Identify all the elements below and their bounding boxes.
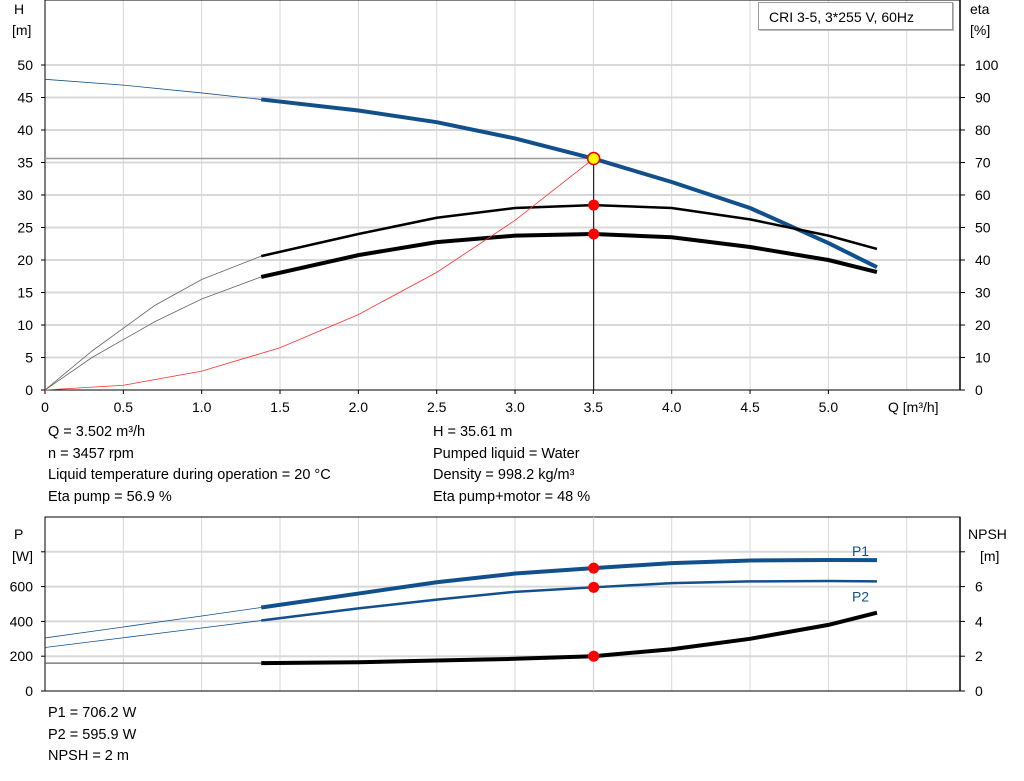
y2-tick-label: 50 xyxy=(975,220,991,236)
x-axis-label: Q [m³/h] xyxy=(888,399,939,415)
y-tick-label: 0 xyxy=(25,382,33,398)
y-axis-name: H xyxy=(14,1,24,17)
y-tick-label: 0 xyxy=(25,683,33,699)
eta-total-duty-marker xyxy=(588,228,600,240)
h-curve-extended xyxy=(44,78,262,100)
info-p2: P2 = 595.9 W xyxy=(48,726,137,743)
y2-tick-label: 10 xyxy=(975,350,991,366)
x-tick-label: 1.5 xyxy=(270,399,290,415)
y-tick-label: 400 xyxy=(10,613,34,629)
y-tick-label: 35 xyxy=(17,155,33,171)
p2-duty-marker xyxy=(588,581,600,593)
npsh-duty-marker xyxy=(588,650,600,662)
chart-title-box: CRI 3-5, 3*255 V, 60Hz xyxy=(758,2,953,30)
y2-tick-label: 90 xyxy=(975,90,991,106)
y2-tick-label: 100 xyxy=(975,57,999,73)
x-tick-label: 2.0 xyxy=(349,399,369,415)
y2-tick-label: 0 xyxy=(975,683,983,699)
y-tick-label: 20 xyxy=(17,252,33,268)
info-left: Q = 3.502 m³/h n = 3457 rpm Liquid tempe… xyxy=(48,422,331,508)
y2-tick-label: 4 xyxy=(975,613,983,629)
y2-tick-label: 6 xyxy=(975,579,983,595)
x-tick-label: 1.0 xyxy=(192,399,212,415)
info-n: n = 3457 rpm xyxy=(48,445,134,462)
x-tick-label: 0.5 xyxy=(114,399,134,415)
x-tick-label: 0 xyxy=(41,399,49,415)
y2-axis-unit: [%] xyxy=(970,22,990,38)
y2-tick-label: 20 xyxy=(975,317,991,333)
info-h: H = 35.61 m xyxy=(433,424,513,440)
info-npsh: NPSH = 2 m xyxy=(48,748,129,764)
y-tick-label: 200 xyxy=(10,648,34,664)
p1-curve-extended xyxy=(44,607,262,639)
info-liquid: Pumped liquid = Water xyxy=(433,445,580,462)
y2-axis-name: NPSH xyxy=(968,526,1007,542)
x-tick-label: 3.5 xyxy=(584,399,604,415)
p1-series-label: P1 xyxy=(852,543,869,559)
y-tick-label: 600 xyxy=(10,579,34,595)
y-axis-unit: [W] xyxy=(12,548,33,564)
info-density: Density = 998.2 kg/m³ xyxy=(433,467,575,483)
p2-curve-extended xyxy=(44,620,262,648)
y2-tick-label: 80 xyxy=(975,122,991,138)
y2-tick-label: 2 xyxy=(975,648,983,664)
y-tick-label: 10 xyxy=(17,317,33,333)
x-tick-label: 5.0 xyxy=(819,399,839,415)
x-tick-label: 4.0 xyxy=(662,399,682,415)
x-tick-label: 3.0 xyxy=(505,399,525,415)
y2-tick-label: 30 xyxy=(975,285,991,301)
x-tick-label: 4.5 xyxy=(740,399,760,415)
y2-tick-label: 0 xyxy=(975,382,983,398)
y-tick-label: 50 xyxy=(17,57,33,73)
y-tick-label: 25 xyxy=(17,220,33,236)
y2-axis-name: eta xyxy=(970,1,990,17)
y2-tick-label: 40 xyxy=(975,252,991,268)
info-right: H = 35.61 m Pumped liquid = Water Densit… xyxy=(433,422,590,508)
y-tick-label: 40 xyxy=(17,122,33,138)
plot-frame xyxy=(44,516,961,692)
info-temp: Liquid temperature during operation = 20… xyxy=(48,467,331,483)
info-bottom: P1 = 706.2 W P2 = 595.9 W NPSH = 2 m xyxy=(48,703,136,768)
info-q: Q = 3.502 m³/h xyxy=(48,424,146,440)
y-axis-unit: [m] xyxy=(12,22,31,38)
y-tick-label: 15 xyxy=(17,285,33,301)
h-curve xyxy=(260,97,878,269)
y2-axis-unit: [m] xyxy=(980,548,999,564)
p1-curve xyxy=(260,557,877,610)
y2-tick-label: 70 xyxy=(975,155,991,171)
system-curve xyxy=(44,158,594,391)
eta-total-curve-extended xyxy=(44,276,262,391)
p2-series-label: P2 xyxy=(852,588,869,604)
duty-point-marker xyxy=(586,151,601,166)
info-eta-total: Eta pump+motor = 48 % xyxy=(433,488,591,505)
y2-tick-label: 60 xyxy=(975,187,991,203)
eta-pump-duty-marker xyxy=(588,199,600,211)
eta-total-curve xyxy=(260,232,878,279)
y-tick-label: 30 xyxy=(17,187,33,203)
y-tick-label: 45 xyxy=(17,90,33,106)
x-tick-label: 2.5 xyxy=(427,399,447,415)
y-axis-name: P xyxy=(14,526,23,542)
eta-pump-curve-extended xyxy=(44,255,262,391)
p1-duty-marker xyxy=(588,562,600,574)
info-eta-pump: Eta pump = 56.9 % xyxy=(48,488,172,505)
eta-pump-curve xyxy=(260,203,878,258)
info-p1: P1 = 706.2 W xyxy=(48,705,137,721)
y-tick-label: 5 xyxy=(25,350,33,366)
